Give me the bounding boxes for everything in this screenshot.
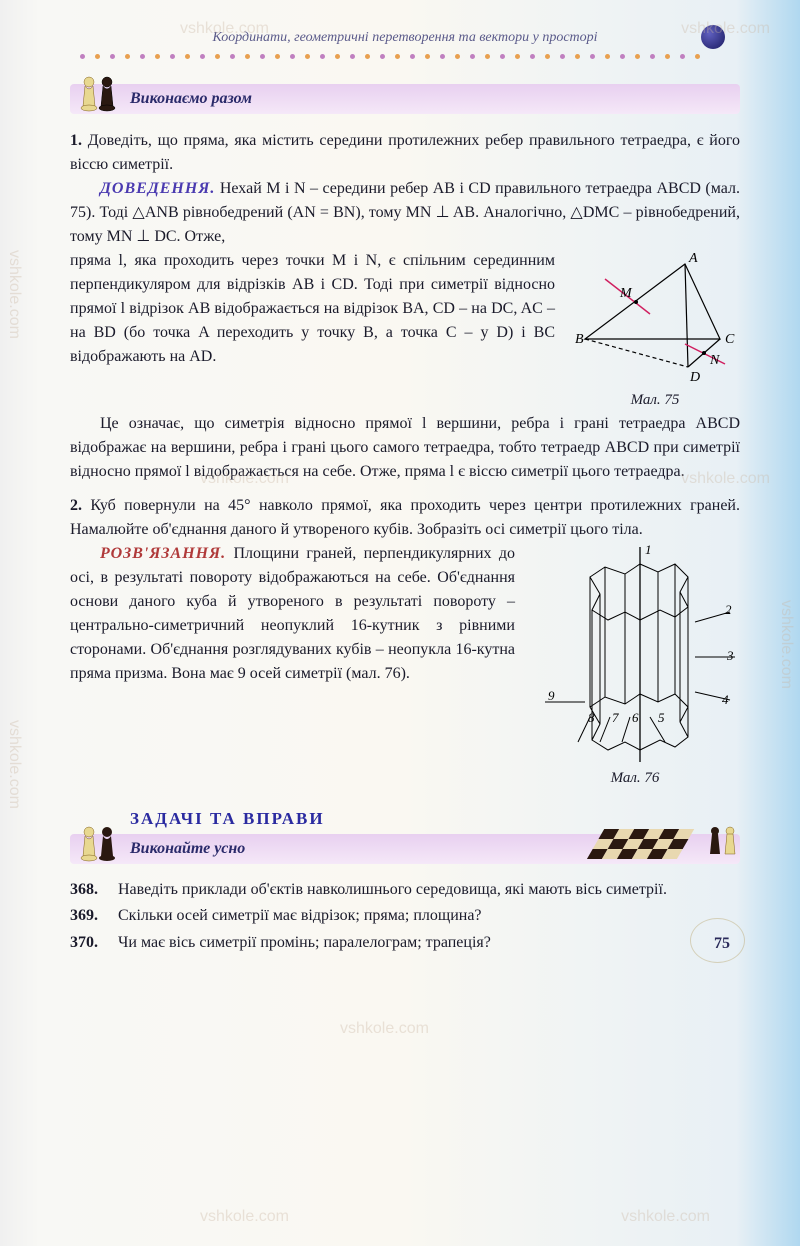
- label-D: D: [689, 370, 700, 384]
- axis-9: 9: [548, 688, 555, 703]
- figure-75-caption: Мал. 75: [570, 389, 740, 412]
- problem-2-statement: Куб повернули на 45° навколо прямої, яка…: [70, 497, 740, 538]
- proof-keyword: ДОВЕДЕННЯ.: [100, 180, 215, 197]
- figure-76: 1 2 3 4 5 6 7 8 9 Мал. 76: [530, 542, 740, 790]
- exercise-num: 368.: [70, 879, 110, 901]
- problem-2: 2. Куб повернули на 45° навколо прямої, …: [70, 494, 740, 542]
- solution: РОЗВ'ЯЗАННЯ. Площини граней, перпендикул…: [70, 542, 515, 686]
- axis-8: 8: [588, 710, 595, 725]
- chess-pieces-icon: [75, 824, 125, 864]
- exercise-num: 369.: [70, 905, 110, 927]
- figure-75: A B C D M N Мал. 75: [570, 249, 740, 412]
- axis-1: 1: [645, 542, 652, 557]
- watermark: vshkole.com: [200, 1208, 289, 1226]
- problem-num-2: 2.: [70, 497, 82, 514]
- exercise-368: 368. Наведіть приклади об'єктів навколиш…: [70, 879, 740, 901]
- exercise-text: Чи має вісь симетрії промінь; паралелогр…: [118, 932, 491, 954]
- proof-text-3: Це означає, що симетрія відносно прямої …: [70, 412, 740, 484]
- chapter-title: Координати, геометричні перетворення та …: [70, 30, 740, 46]
- exercise-370: 370. Чи має вісь симетрії промінь; парал…: [70, 932, 740, 954]
- proof-intro: ДОВЕДЕННЯ. Нехай M і N – середини ребер …: [70, 177, 740, 249]
- label-A: A: [688, 251, 698, 266]
- exercise-text: Скільки осей симетрії має відрізок; прям…: [118, 905, 482, 927]
- problem-1: 1. Доведіть, що пряма, яка містить серед…: [70, 129, 740, 177]
- exercise-num: 370.: [70, 932, 110, 954]
- figure-76-caption: Мал. 76: [530, 767, 740, 790]
- proof-text-2: пряма l, яка проходить через точки M і N…: [70, 249, 555, 369]
- page-number: 75: [714, 935, 730, 953]
- section-together: Виконаємо разом: [70, 84, 740, 114]
- axis-2: 2: [725, 602, 732, 617]
- label-N: N: [709, 353, 720, 368]
- exercise-text: Наведіть приклади об'єктів навколишнього…: [118, 879, 667, 901]
- solution-keyword: РОЗВ'ЯЗАННЯ.: [100, 545, 226, 562]
- label-B: B: [575, 332, 584, 347]
- chess-pawns-icon: [75, 74, 125, 114]
- section-subtitle: Виконайте усно: [130, 840, 245, 857]
- axis-6: 6: [632, 710, 639, 725]
- watermark: vshkole.com: [621, 1208, 710, 1226]
- axis-5: 5: [658, 710, 665, 725]
- exercise-369: 369. Скільки осей симетрії має відрізок;…: [70, 905, 740, 927]
- axis-7: 7: [612, 710, 619, 725]
- header-bullet: [701, 25, 725, 49]
- section-oral: Виконайте усно: [70, 834, 740, 864]
- solution-text: Площини граней, перпендикулярних до осі,…: [70, 545, 515, 682]
- axis-4: 4: [722, 692, 729, 707]
- problem-statement: Доведіть, що пряма, яка містить середини…: [70, 132, 740, 173]
- chessboard-icon: [560, 819, 740, 869]
- problem-num: 1.: [70, 132, 82, 149]
- label-M: M: [619, 286, 633, 301]
- dot-separator: [70, 54, 740, 64]
- watermark: vshkole.com: [340, 1020, 429, 1038]
- section-title: Виконаємо разом: [130, 90, 252, 107]
- label-C: C: [725, 332, 735, 347]
- axis-3: 3: [726, 648, 734, 663]
